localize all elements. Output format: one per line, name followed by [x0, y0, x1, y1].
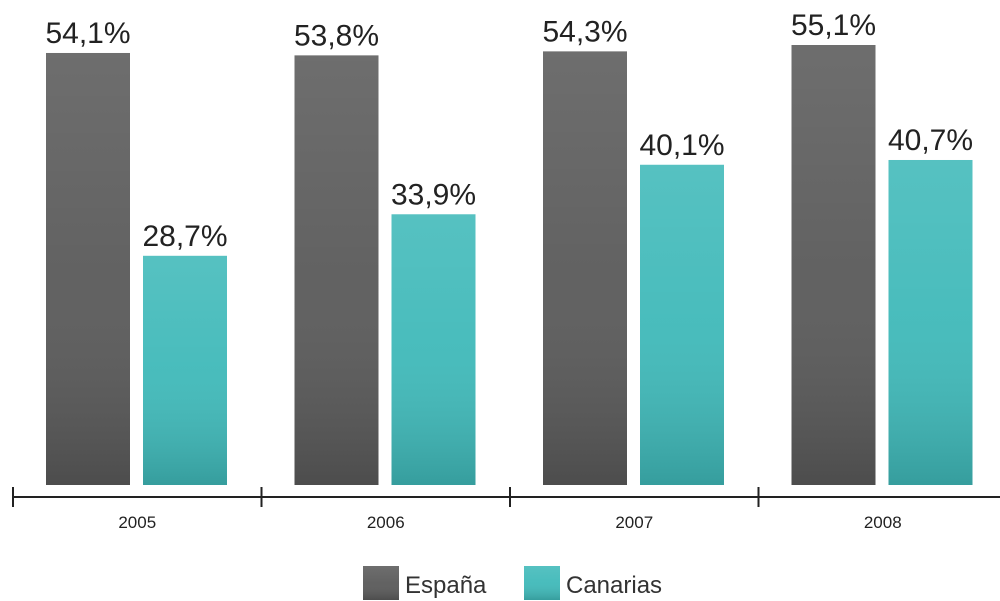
legend-swatch-shade — [524, 566, 560, 600]
legend-swatch-shade — [363, 566, 399, 600]
bar-shade — [640, 164, 724, 485]
legend-label: España — [405, 572, 487, 599]
bar-shade — [143, 255, 227, 485]
bar-shade — [791, 45, 876, 485]
bar-shade — [543, 51, 627, 485]
value-label: 33,9% — [391, 178, 476, 211]
value-label: 55,1% — [791, 9, 876, 42]
x-tick-label: 2006 — [367, 513, 405, 532]
bar-shade — [294, 55, 379, 485]
value-label: 54,1% — [45, 17, 130, 50]
bar-shade — [46, 52, 130, 486]
bar-shade — [888, 159, 973, 486]
x-tick-label: 2008 — [864, 513, 902, 532]
value-label: 53,8% — [294, 19, 379, 52]
x-tick-label: 2007 — [615, 513, 653, 532]
value-label: 40,7% — [888, 124, 973, 157]
legend-label: Canarias — [566, 572, 662, 599]
value-label: 28,7% — [142, 220, 227, 253]
value-label: 40,1% — [639, 129, 724, 162]
bar-shade — [391, 214, 476, 486]
x-tick-label: 2005 — [118, 513, 156, 532]
value-label: 54,3% — [542, 15, 627, 48]
